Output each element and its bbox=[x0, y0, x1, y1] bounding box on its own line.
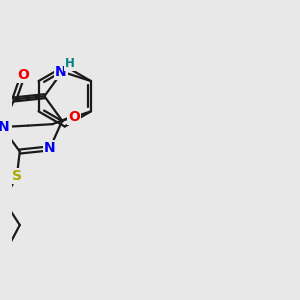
Text: O: O bbox=[68, 110, 80, 124]
Text: H: H bbox=[65, 57, 75, 70]
Text: N: N bbox=[44, 141, 56, 155]
Text: N: N bbox=[0, 120, 9, 134]
Text: S: S bbox=[12, 169, 22, 183]
Text: N: N bbox=[55, 65, 67, 79]
Text: O: O bbox=[17, 68, 29, 82]
